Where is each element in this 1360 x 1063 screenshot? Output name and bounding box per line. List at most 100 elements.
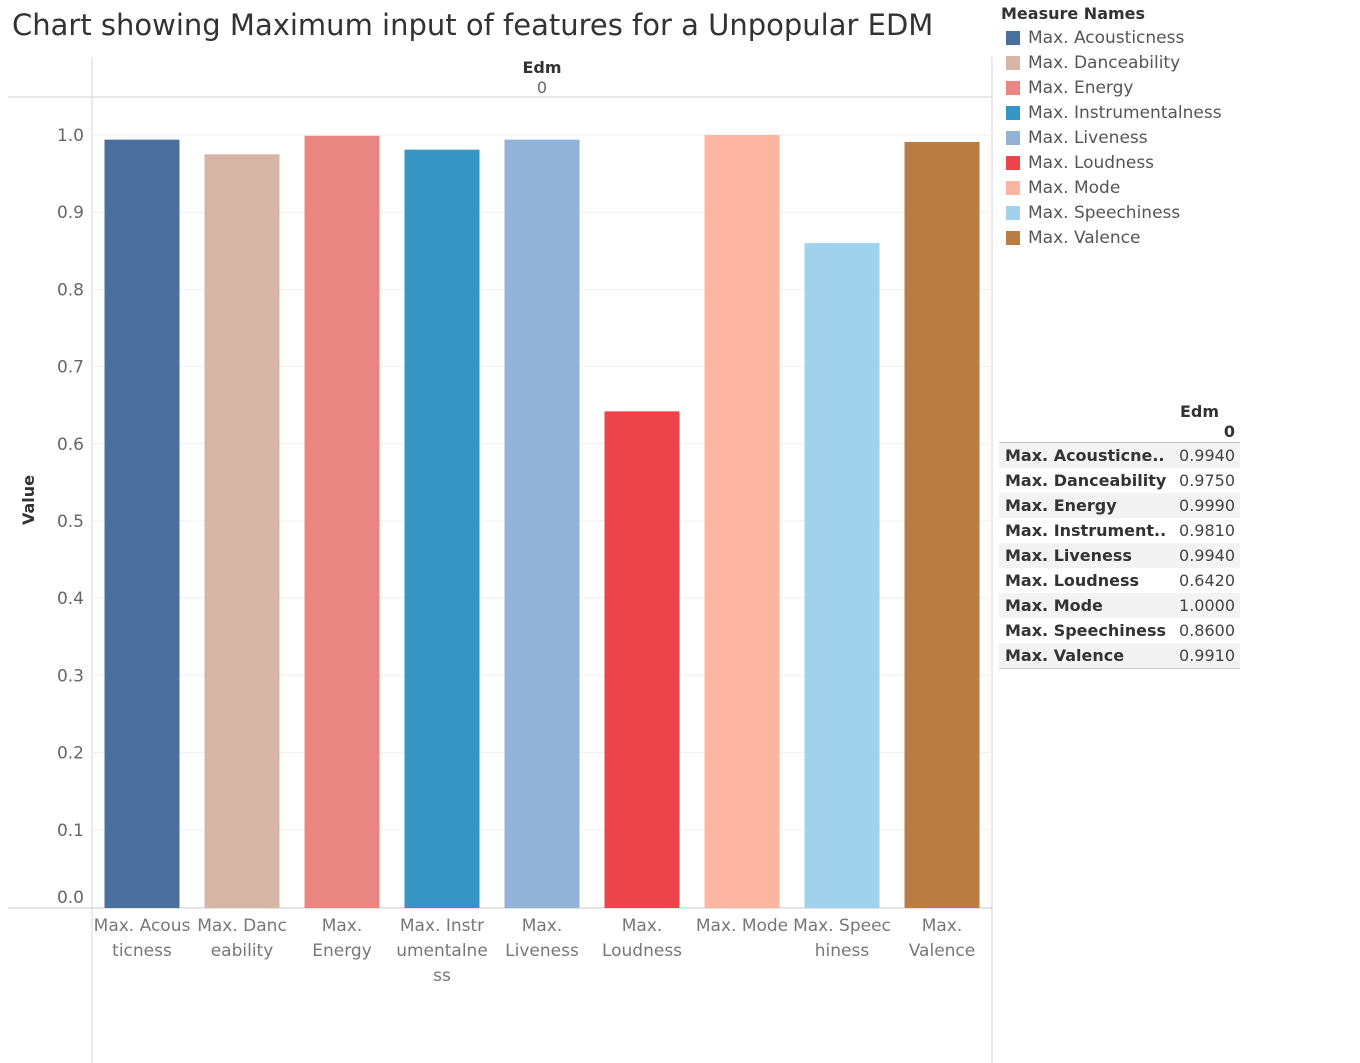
- y-tick-label: 0.4: [57, 589, 84, 609]
- legend-label: Max. Energy: [1028, 77, 1134, 98]
- bar-chart: 0.0 0.1 0.2 0.3 0.4 0.5 0.6 0.7 0.8 0.9 1.0 Max. A…: [8, 57, 993, 1063]
- x-tick-label: hiness: [815, 941, 870, 961]
- x-tick-label: Max. Speec: [793, 916, 891, 936]
- x-tick-label: Liveness: [505, 941, 579, 961]
- x-tick-label: Energy: [312, 941, 372, 961]
- table-row-value: 0.8600: [1179, 621, 1235, 640]
- y-tick-label: 0.8: [57, 280, 84, 300]
- column-subheader: 0: [537, 78, 547, 97]
- legend-swatch: [1006, 80, 1020, 95]
- table-row: Max. Liveness 0.9940: [999, 543, 1240, 568]
- column-header: Edm: [522, 58, 561, 77]
- chart-title: Chart showing Maximum input of features …: [12, 8, 934, 42]
- x-tick-label: Max.: [622, 916, 663, 936]
- bars: [104, 135, 980, 909]
- legend-swatch: [1006, 155, 1020, 170]
- table-row-name: Max. Instrument..: [1005, 521, 1167, 540]
- y-axis-ticks: 0.0 0.1 0.2 0.3 0.4 0.5 0.6 0.7 0.8 0.9 1.0: [57, 126, 84, 908]
- x-tick-label: Max.: [922, 916, 963, 936]
- x-tick-label: ss: [433, 966, 451, 986]
- legend-swatch: [1006, 130, 1020, 145]
- legend-label: Max. Loudness: [1028, 152, 1155, 173]
- legend-label: Max. Liveness: [1028, 127, 1148, 148]
- table-subheader: 0: [999, 422, 1240, 443]
- legend-label: Max. Instrumentalness: [1028, 102, 1222, 123]
- x-tick-label: Max. Instr: [400, 916, 484, 936]
- y-tick-label: 0.1: [57, 821, 84, 841]
- legend-swatch: [1006, 105, 1020, 120]
- legend-swatch: [1006, 30, 1020, 45]
- x-tick-label: Max. Acous: [94, 916, 191, 936]
- table-row-name: Max. Liveness: [1005, 546, 1132, 565]
- bar[interactable]: [804, 243, 880, 908]
- table-row-name: Max. Danceability: [1005, 471, 1167, 490]
- legend-item[interactable]: Max. Danceability: [1001, 50, 1222, 75]
- legend-swatch: [1006, 230, 1020, 245]
- y-tick-label: 0.7: [57, 358, 84, 378]
- y-tick-label: 0.3: [57, 666, 84, 686]
- table-row: Max. Loudness 0.6420: [999, 568, 1240, 593]
- legend-item[interactable]: Max. Instrumentalness: [1001, 100, 1222, 125]
- table-row: Max. Danceability 0.9750: [999, 468, 1240, 493]
- table-row: Max. Instrument.. 0.9810: [999, 518, 1240, 543]
- y-tick-label: 0.0: [57, 888, 84, 908]
- table-row: Max. Speechiness 0.8600: [999, 618, 1240, 643]
- table-row-value: 1.0000: [1179, 596, 1235, 615]
- table-row-value: 0.9810: [1179, 521, 1235, 540]
- legend-item[interactable]: Max. Mode: [1001, 175, 1222, 200]
- legend-item[interactable]: Max. Acousticness: [1001, 25, 1222, 50]
- table-row-value: 0.9940: [1179, 546, 1235, 565]
- bar[interactable]: [204, 154, 280, 909]
- bar[interactable]: [504, 139, 580, 908]
- bar[interactable]: [704, 135, 780, 908]
- table-row-value: 0.9940: [1179, 446, 1235, 465]
- table-row-value: 0.9990: [1179, 496, 1235, 515]
- y-tick-label: 0.9: [57, 203, 84, 223]
- bar[interactable]: [104, 139, 180, 908]
- y-axis-label: Value: [19, 475, 38, 525]
- legend-item[interactable]: Max. Energy: [1001, 75, 1222, 100]
- table-row: Max. Mode 1.0000: [999, 593, 1240, 618]
- x-tick-label: Max.: [322, 916, 363, 936]
- legend-item[interactable]: Max. Liveness: [1001, 125, 1222, 150]
- legend-item[interactable]: Max. Valence: [1001, 225, 1222, 250]
- x-tick-label: eability: [211, 941, 274, 961]
- values-table: Edm 0 Max. Acousticne.. 0.9940 Max. Dancea…: [999, 402, 1240, 669]
- legend-label: Max. Danceability: [1028, 52, 1181, 73]
- table-row: Max. Acousticne.. 0.9940: [999, 443, 1240, 468]
- legend-label: Max. Acousticness: [1028, 27, 1185, 48]
- y-tick-label: 0.2: [57, 744, 84, 764]
- legend: Measure Names Max. Acousticness Max. Danc…: [1001, 3, 1222, 250]
- x-tick-label: Max.: [522, 916, 563, 936]
- table-row: Max. Valence 0.9910: [999, 643, 1240, 669]
- x-tick-label: Valence: [909, 941, 976, 961]
- legend-swatch: [1006, 205, 1020, 220]
- table-row-value: 0.9750: [1179, 471, 1235, 490]
- x-tick-label: Max. Mode: [696, 916, 788, 936]
- table-row-name: Max. Valence: [1005, 646, 1125, 665]
- legend-swatch: [1006, 55, 1020, 70]
- legend-item[interactable]: Max. Speechiness: [1001, 200, 1222, 225]
- y-tick-label: 0.6: [57, 435, 84, 455]
- legend-label: Max. Mode: [1028, 177, 1121, 198]
- legend-item[interactable]: Max. Loudness: [1001, 150, 1222, 175]
- bar[interactable]: [604, 411, 680, 908]
- table-row-value: 0.6420: [1179, 571, 1235, 590]
- table-row-name: Max. Loudness: [1005, 571, 1140, 590]
- table-row-name: Max. Energy: [1005, 496, 1117, 515]
- y-tick-label: 0.5: [57, 512, 84, 532]
- legend-label: Max. Speechiness: [1028, 202, 1181, 223]
- legend-swatch: [1006, 180, 1020, 195]
- legend-label: Max. Valence: [1028, 227, 1141, 248]
- x-axis-labels: Max. Acous ticness Max. Danc eability Max. En…: [94, 916, 976, 986]
- legend-title: Measure Names: [1001, 4, 1146, 23]
- table-row-name: Max. Mode: [1005, 596, 1103, 615]
- bar[interactable]: [304, 135, 380, 909]
- bar[interactable]: [904, 141, 980, 908]
- bar[interactable]: [404, 149, 480, 909]
- table-row: Max. Energy 0.9990: [999, 493, 1240, 518]
- x-tick-label: umentalne: [396, 941, 488, 961]
- x-tick-label: Loudness: [602, 941, 682, 961]
- table-row-name: Max. Speechiness: [1005, 621, 1167, 640]
- table-row-value: 0.9910: [1179, 646, 1235, 665]
